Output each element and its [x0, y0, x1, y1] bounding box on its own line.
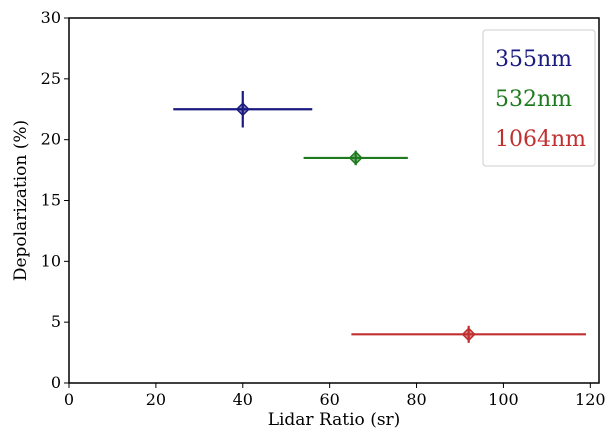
- x-tick-label: 60: [319, 390, 339, 409]
- data-point: [461, 327, 476, 342]
- legend-entry: 532nm: [495, 87, 572, 112]
- y-tick-label: 15: [41, 191, 61, 210]
- data-point: [235, 102, 250, 117]
- y-tick-label: 0: [51, 373, 61, 392]
- series-355nm: [173, 91, 313, 128]
- x-tick-label: 40: [233, 390, 253, 409]
- legend: 355nm 532nm 1064nm: [482, 29, 596, 167]
- x-axis-label: Lidar Ratio (sr): [268, 410, 401, 430]
- x-tick-label: 0: [64, 390, 74, 409]
- y-tick-label: 20: [41, 130, 61, 149]
- y-tick-label: 5: [51, 312, 61, 331]
- x-tick-label: 120: [575, 390, 606, 409]
- series-1064nm: [351, 325, 586, 343]
- x-tick-label: 20: [146, 390, 166, 409]
- axis-ticks: 0 20 40 60 80 100 120 0 5 10 15 20 25 30: [41, 8, 606, 409]
- legend-entry: 355nm: [495, 47, 572, 72]
- plot-frame: [68, 17, 600, 384]
- legend-box: [482, 29, 596, 167]
- x-tick-label: 80: [406, 390, 426, 409]
- y-tick-label: 30: [41, 8, 61, 27]
- series-532nm: [303, 150, 408, 166]
- data-series: [173, 91, 586, 343]
- y-tick-label: 25: [41, 69, 61, 88]
- legend-entry: 1064nm: [495, 127, 586, 152]
- y-axis-label: Depolarization (%): [11, 120, 31, 281]
- x-tick-label: 100: [488, 390, 519, 409]
- y-tick-label: 10: [41, 251, 61, 270]
- data-point: [348, 150, 363, 165]
